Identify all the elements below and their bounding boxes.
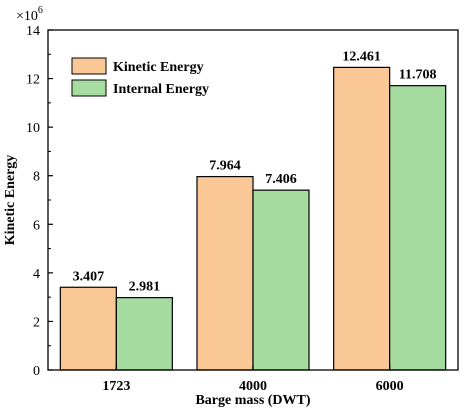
- y-axis-title: Kinetic Energy: [3, 155, 18, 246]
- y-tick-label: 14: [26, 24, 40, 39]
- value-labels-layer: 3.407 2.981 7.964 7.406 12.461 11.708: [73, 49, 437, 294]
- bar: [196, 175, 254, 371]
- legend-swatch: [71, 79, 107, 97]
- y-tick-label: 2: [33, 315, 40, 330]
- bar-value-label: 11.708: [399, 68, 437, 83]
- x-tick-label: 4000: [239, 379, 267, 394]
- x-axis-title: Barge mass (DWT): [195, 393, 310, 408]
- bars-layer: [59, 66, 447, 371]
- bar: [59, 286, 117, 371]
- legend-label: Internal Energy: [113, 82, 209, 97]
- y-multiplier-label: ×106: [16, 5, 43, 24]
- y-tick-label: 10: [26, 121, 40, 136]
- legend-swatch: [71, 57, 107, 75]
- x-tick-label: 1723: [102, 379, 130, 394]
- y-tick-label: 12: [26, 73, 40, 88]
- bar: [115, 297, 173, 371]
- bar: [252, 189, 310, 371]
- y-tick-label: 8: [33, 170, 40, 185]
- legend: Kinetic Energy Internal Energy: [71, 57, 209, 97]
- bar: [333, 66, 391, 371]
- bar-value-label: 7.406: [265, 172, 297, 187]
- y-tick-label: 4: [33, 267, 40, 282]
- bar-value-label: 2.981: [129, 280, 161, 295]
- legend-label: Kinetic Energy: [113, 60, 204, 75]
- y-axis: 0 2 4 6 8 10 12 14: [26, 24, 53, 379]
- x-axis: 1723 4000 6000: [102, 365, 404, 394]
- x-tick-label: 6000: [376, 379, 404, 394]
- bar-value-label: 7.964: [209, 159, 241, 174]
- y-tick-label: 6: [33, 218, 40, 233]
- bar-value-label: 12.461: [342, 49, 381, 64]
- bar-value-label: 3.407: [73, 269, 105, 284]
- bar: [389, 85, 447, 371]
- y-tick-label: 0: [33, 364, 40, 379]
